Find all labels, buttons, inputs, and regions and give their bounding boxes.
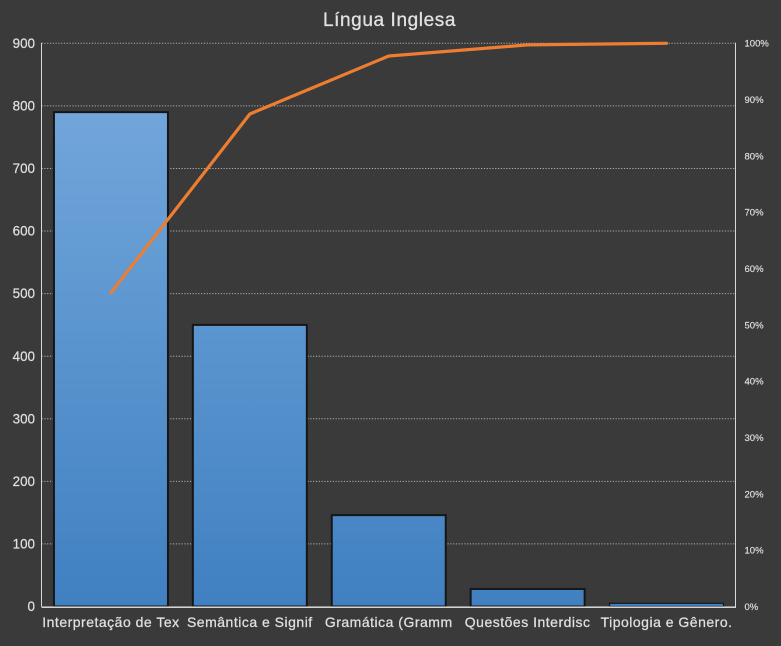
svg-text:Gramática (Gramm: Gramática (Gramm	[325, 614, 453, 630]
svg-text:40%: 40%	[745, 377, 765, 388]
svg-text:Questões Interdisc: Questões Interdisc	[465, 614, 591, 630]
svg-text:90%: 90%	[745, 95, 765, 106]
svg-text:Tipologia e Gênero.: Tipologia e Gênero.	[601, 614, 733, 630]
svg-text:20%: 20%	[745, 489, 765, 500]
svg-text:900: 900	[13, 36, 35, 51]
svg-text:30%: 30%	[745, 433, 765, 444]
svg-text:Interpretação de Tex: Interpretação de Tex	[42, 614, 179, 630]
svg-text:80%: 80%	[745, 151, 765, 162]
svg-text:60%: 60%	[745, 264, 765, 275]
svg-text:50%: 50%	[745, 320, 765, 331]
svg-text:0%: 0%	[745, 602, 759, 613]
svg-text:500: 500	[13, 286, 35, 301]
svg-text:700: 700	[13, 161, 35, 176]
svg-text:600: 600	[13, 224, 35, 239]
svg-text:Língua Inglesa: Língua Inglesa	[323, 10, 456, 31]
svg-text:400: 400	[13, 349, 35, 364]
svg-text:800: 800	[13, 98, 35, 113]
svg-text:Semântica e Signif: Semântica e Signif	[187, 614, 313, 630]
svg-text:100: 100	[13, 537, 35, 552]
svg-text:70%: 70%	[745, 208, 765, 219]
svg-text:0: 0	[28, 599, 35, 614]
svg-text:10%: 10%	[745, 546, 765, 557]
svg-text:300: 300	[13, 411, 35, 426]
svg-text:200: 200	[13, 474, 35, 489]
svg-text:100%: 100%	[745, 39, 770, 50]
